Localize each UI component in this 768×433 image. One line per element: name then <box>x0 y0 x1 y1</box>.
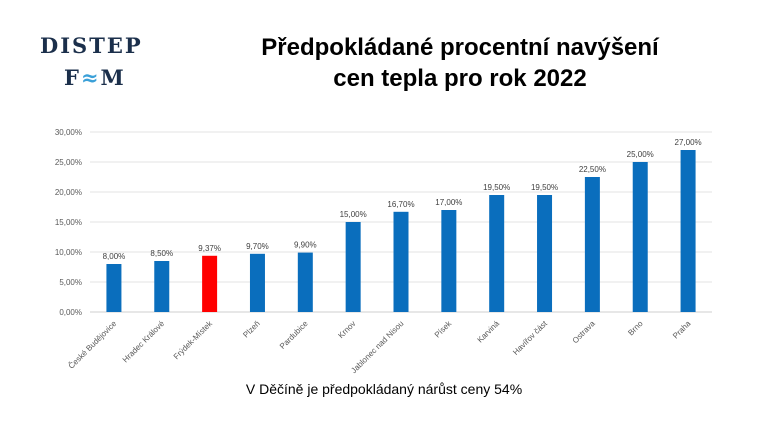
bar <box>489 195 505 312</box>
bar <box>537 195 553 312</box>
data-label: 25,00% <box>627 150 654 159</box>
y-tick-label: 15,00% <box>55 218 82 227</box>
title-line1: Předpokládané procentní navýšení <box>261 34 659 61</box>
logo-wave: ≈ <box>80 65 101 90</box>
data-label: 8,00% <box>103 252 126 261</box>
x-tick-label: Havířov část <box>511 319 549 357</box>
data-label: 16,70% <box>387 200 414 209</box>
data-label: 27,00% <box>675 138 702 147</box>
y-tick-label: 5,00% <box>59 278 82 287</box>
data-label: 17,00% <box>435 198 462 207</box>
data-label: 19,50% <box>483 183 510 192</box>
data-label: 8,50% <box>150 249 173 258</box>
x-tick-label: Ostrava <box>571 319 598 346</box>
data-label: 19,50% <box>531 183 558 192</box>
data-label: 9,90% <box>294 241 317 250</box>
x-tick-label: Jablonec nad Nisou <box>349 319 405 375</box>
x-tick-label: Praha <box>671 319 693 341</box>
y-tick-label: 20,00% <box>55 188 82 197</box>
bar <box>154 261 170 312</box>
bar <box>106 264 122 312</box>
title-line2: cen tepla pro rok 2022 <box>333 65 587 92</box>
y-tick-label: 30,00% <box>55 128 82 137</box>
data-label: 22,50% <box>579 165 606 174</box>
y-tick-label: 0,00% <box>59 308 82 317</box>
bar <box>297 252 313 312</box>
bar <box>680 150 696 312</box>
y-tick-label: 10,00% <box>55 248 82 257</box>
logo-line2: F≈M <box>40 62 143 94</box>
x-tick-label: Písek <box>433 318 454 339</box>
bar <box>441 210 457 312</box>
logo-m: M <box>100 65 126 90</box>
bar <box>249 253 265 312</box>
y-tick-label: 25,00% <box>55 158 82 167</box>
bar <box>632 162 648 312</box>
data-label: 15,00% <box>340 210 367 219</box>
x-tick-label: Karviná <box>476 319 502 345</box>
bar <box>584 177 600 312</box>
x-tick-label: Pardubice <box>278 319 310 351</box>
distep-fm-logo: DISTEP F≈M <box>40 30 143 94</box>
chart-title: Předpokládané procentní navýšení cen tep… <box>200 32 720 94</box>
bar <box>345 222 361 312</box>
logo-line1: DISTEP <box>40 33 143 58</box>
data-label: 9,70% <box>246 242 269 251</box>
x-tick-label: České Budějovice <box>67 319 119 371</box>
bar <box>393 211 409 312</box>
x-tick-label: Hradec Králové <box>121 319 167 365</box>
logo-f: F <box>64 65 81 90</box>
bar <box>202 255 218 312</box>
x-tick-label: Brno <box>626 319 645 338</box>
x-tick-label: Plzeň <box>241 319 262 340</box>
x-tick-label: Frýdek-Místek <box>172 318 215 361</box>
x-tick-label: Krnov <box>336 319 357 340</box>
chart-note: V Děčíně je předpokládaný nárůst ceny 54… <box>245 381 523 397</box>
data-label: 9,37% <box>198 244 221 253</box>
